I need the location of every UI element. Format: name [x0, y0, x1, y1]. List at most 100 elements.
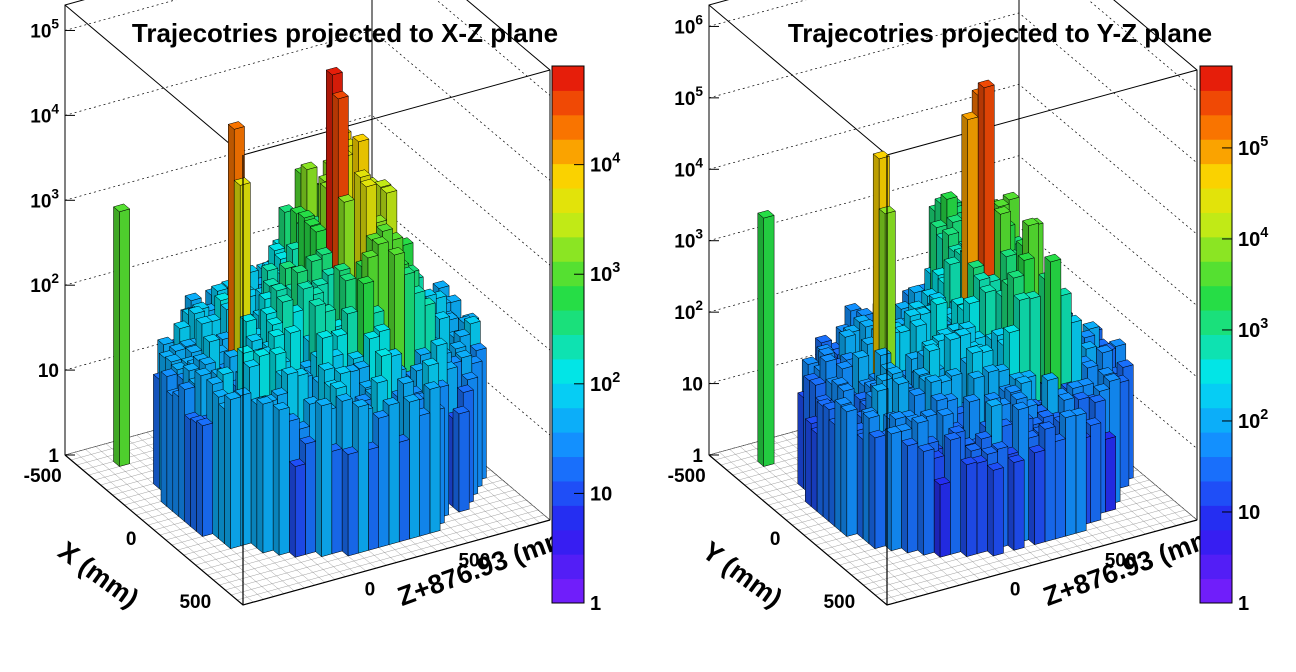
bar	[757, 210, 775, 468]
colorbar-band	[552, 358, 584, 384]
z-tick-label: 104	[674, 155, 703, 181]
colorbar-band	[552, 407, 584, 433]
gridline	[708, 83, 1198, 235]
bar	[112, 203, 131, 468]
colorbar-tick-label: 10	[1238, 502, 1260, 524]
chart-title: Trajecotries projected to X-Z plane	[132, 18, 558, 48]
colorbar-band	[1200, 505, 1232, 531]
colorbar-band	[552, 529, 584, 555]
right-tick-label: 500	[1105, 550, 1137, 571]
z-tick-label: 1	[48, 446, 59, 467]
z-tick-label: 10	[38, 361, 59, 382]
colorbar-band	[1200, 529, 1232, 555]
colorbar-band	[552, 456, 584, 482]
colorbar-band	[1200, 66, 1232, 91]
colorbar-band	[1200, 334, 1232, 360]
bar	[315, 397, 333, 558]
lego-bars	[112, 66, 487, 558]
colorbar-band	[552, 90, 584, 116]
colorbar-band	[1200, 480, 1232, 506]
colorbar-tick-label: 104	[1238, 225, 1268, 251]
z-axis-ticks: 1 10 102 103 104 105	[30, 16, 75, 467]
gridline	[64, 30, 551, 181]
colorbar-tick-label: 103	[1238, 316, 1268, 342]
z-tick-label: 103	[674, 227, 703, 253]
bar	[1028, 444, 1046, 546]
gridline	[64, 0, 551, 96]
right-axis-ticks: 0 500	[1010, 550, 1137, 600]
colorbar-band	[552, 285, 584, 311]
colorbar-band	[552, 188, 584, 213]
z-tick-label: 10	[682, 375, 703, 396]
colorbar-band	[552, 66, 584, 91]
bar	[196, 417, 214, 538]
right-axis-ticks: 0 500	[365, 550, 491, 600]
chart-title: Trajecotries projected to Y-Z plane	[788, 18, 1212, 48]
colorbar-band	[1200, 163, 1232, 189]
colorbar-band	[1200, 188, 1232, 213]
bar	[986, 462, 1005, 557]
bar	[224, 391, 242, 550]
bar	[900, 437, 919, 554]
z-tick-label: 105	[30, 16, 59, 42]
colorbar: 1 10 102 103 104	[551, 65, 620, 615]
z-tick-label: 104	[30, 101, 59, 127]
colorbar-band	[1200, 212, 1232, 238]
colorbar-tick-label: 105	[1238, 134, 1268, 160]
colorbar-band	[1200, 90, 1232, 116]
bar	[933, 476, 951, 558]
colorbar-tick-label: 10	[590, 483, 612, 505]
colorbar-band	[1200, 236, 1232, 262]
depth-tick-label: 0	[126, 529, 137, 550]
bar	[288, 458, 306, 558]
colorbar-band	[1200, 578, 1232, 604]
colorbar-band	[1200, 261, 1232, 287]
bar	[256, 396, 274, 554]
colorbar-band	[1200, 383, 1232, 409]
depth-tick-label: -500	[668, 466, 706, 487]
z-tick-label: 105	[674, 84, 703, 110]
gridline	[708, 12, 1198, 164]
right-tick-label: 0	[1010, 579, 1021, 600]
colorbar-band	[552, 139, 584, 165]
colorbar-tick-label: 104	[590, 151, 620, 177]
colorbar-tick-label: 102	[590, 370, 620, 396]
colorbar-band	[1200, 139, 1232, 165]
right-tick-label: 500	[458, 550, 490, 571]
colorbar-band	[552, 505, 584, 531]
z-tick-label: 1	[692, 446, 703, 467]
gridline	[708, 0, 1198, 92]
colorbar-band	[1200, 407, 1232, 433]
colorbar-band	[1200, 285, 1232, 311]
colorbar-band	[1200, 432, 1232, 458]
colorbar-tick-label: 102	[1238, 407, 1268, 433]
z-tick-label: 103	[30, 186, 59, 212]
right-tick-label: 0	[365, 579, 376, 600]
colorbar-band	[552, 212, 584, 238]
axis-front-edges	[708, 155, 1198, 606]
lego-bars	[757, 79, 1134, 558]
colorbar-tick-label: 1	[1238, 593, 1249, 615]
colorbar-band	[552, 554, 584, 580]
bar	[884, 425, 903, 552]
colorbar-tick-label: 1	[590, 593, 601, 615]
bar	[960, 456, 978, 558]
depth-tick-label: -500	[24, 466, 62, 487]
colorbar-band	[552, 236, 584, 262]
colorbar-band	[1200, 358, 1232, 384]
bar	[840, 403, 858, 538]
depth-tick-label: 500	[823, 592, 855, 613]
bar	[452, 405, 470, 513]
depth-axis-ticks: -500 0 500	[668, 466, 856, 613]
depth-tick-label: 0	[770, 529, 781, 550]
colorbar: 1 10 102 103 104 105	[1199, 65, 1268, 615]
colorbar-tick-label: 103	[590, 260, 620, 286]
depth-axis-ticks: -500 0 500	[24, 466, 212, 613]
colorbar-band	[552, 334, 584, 360]
colorbar-band	[1200, 114, 1232, 140]
bar	[1007, 454, 1025, 551]
bar	[341, 446, 359, 557]
